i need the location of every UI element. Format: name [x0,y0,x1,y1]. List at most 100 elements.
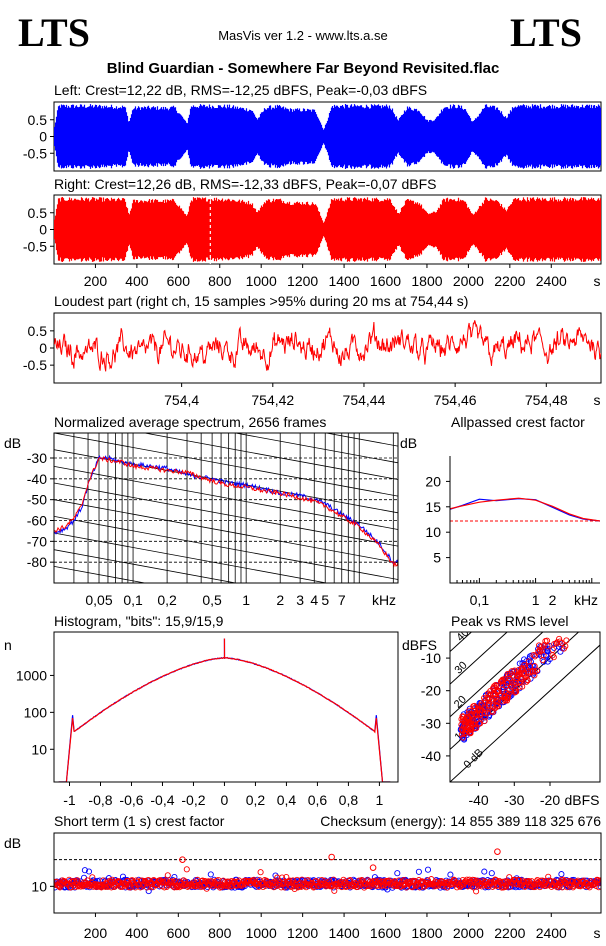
time-xtick-label: 2200 [494,273,525,289]
spectrum-xtick-label: 4 [310,592,318,608]
peak-vs-rms-point [478,700,485,707]
peak-vs-rms-diagonal-label: 30 [453,659,470,676]
spectrum-x-unit: kHz [372,592,396,608]
short-term-xtick-label: 200 [84,925,108,941]
spectrum-axes: -30 -40 -50 -60 -70 -80 0,05 0,1 0,2 0,5 1 2 3 4 5 7 kHz [27,450,396,608]
histogram-curve-right [58,638,391,782]
peak-vs-rms-x-label: dBFS [564,792,599,808]
short-term-point [238,882,245,889]
spectrum-xtick-label: 0,2 [157,592,177,608]
time-xtick-label: 600 [167,273,191,289]
peak-vs-rms-diagonal [450,644,600,782]
spectrum-slope-gridline [54,733,398,796]
short-term-point [255,880,262,887]
spectrum-slope-gridline [54,565,148,583]
peak-vs-rms-diagonal [450,632,508,685]
short-term-point [278,884,285,891]
short-term-point [119,873,127,880]
short-term-point [417,879,424,886]
short-term-xtick-label: 2400 [536,925,567,941]
short-term-xtick-label: 1600 [370,925,401,941]
peak-vs-rms-point [539,656,546,664]
loudest-xtick-label: 754,4 [164,392,199,408]
peak-vs-rms-diagonal [450,632,544,718]
peak-vs-rms-point [543,653,550,660]
peak-vs-rms-point [521,662,528,669]
crest-curve-right [450,497,600,522]
peak-vs-rms-point [503,689,510,697]
peak-vs-rms-point [458,721,465,728]
short-term-crest-axes: 10 200 400 600 800 1000 1200 1400 1600 1800 2000 22… [31,878,600,941]
short-term-point [89,874,96,881]
loudest-part-signal [54,320,601,372]
left-waveform [54,104,601,169]
short-term-point [415,868,422,875]
peak-vs-rms-point [502,697,509,704]
short-term-point [116,879,123,886]
short-term-point [504,878,511,885]
peak-vs-rms-point [519,665,526,672]
peak-vs-rms-point [550,654,557,661]
crest-xtick-label: 2 [549,592,557,608]
short-term-point [183,866,190,873]
peak-vs-rms-point [471,704,479,711]
short-term-point [182,878,189,885]
peak-vs-rms-diagonal-label: 20 [452,694,469,711]
spectrum-ytick-label: -70 [27,533,47,549]
short-term-point [491,882,498,889]
short-term-point [543,877,550,884]
time-xtick-label: 2000 [453,273,484,289]
short-term-point [161,884,168,891]
peak-vs-rms-point [497,692,504,699]
peak-vs-rms-point [558,640,565,647]
crest-factor-y-label: dB [400,435,417,451]
peak-vs-rms-xtick-label: -30 [504,792,524,808]
spectrum-xtick-label: 2 [276,592,284,608]
short-term-xtick-label: 600 [167,925,191,941]
spectrum-slope-gridline [54,633,398,696]
time-xtick-label: 1800 [411,273,442,289]
short-term-crest-title: Short term (1 s) crest factor [54,813,225,829]
peak-vs-rms-point [556,635,563,642]
peak-vs-rms-point [551,640,558,648]
peak-vs-rms-ytick-label: -30 [421,715,441,731]
short-term-point [558,871,565,878]
histogram-xtick-label: -0,8 [88,792,112,808]
short-term-point [481,868,488,875]
peak-vs-rms-title: Peak vs RMS level [451,613,568,629]
loudest-part-frame [53,312,602,384]
loudest-xtick-label: 754,48 [525,392,568,408]
short-term-point [291,885,298,893]
short-term-point [85,868,93,875]
peak-vs-rms-point [538,647,545,654]
short-term-point [81,867,88,874]
peak-vs-rms-point [531,672,538,679]
peak-vs-rms-point [533,667,541,674]
spectrum-slope-gridline [54,465,398,530]
spectrum-slope-gridline [54,499,398,564]
lts-logo-right: LTS [510,10,582,55]
histogram-curve-left [58,638,391,782]
short-term-point [325,882,332,889]
spectrum-xtick-label: 5 [321,592,329,608]
short-term-xtick-label: 2200 [494,925,525,941]
peak-vs-rms-point [481,714,488,721]
right-waveform [54,195,601,264]
time-xtick-label: 1000 [246,273,277,289]
time-xtick-label: 200 [84,273,108,289]
spectrum-xtick-label: 0,5 [202,592,222,608]
crest-factor-title: Allpassed crest factor [451,414,585,430]
right-ytick-label: 0.5 [28,205,48,221]
short-term-point [331,887,338,894]
short-term-point [143,884,151,891]
right-y-axis: 0.50-0.5 [23,205,54,254]
peak-vs-rms-point [489,707,496,714]
short-term-point [551,878,558,885]
short-term-point [561,878,568,885]
short-term-outlier [179,856,186,863]
peak-vs-rms-point [486,700,493,707]
peak-vs-rms-frame [449,631,601,783]
time-xtick-label: 1400 [328,273,359,289]
